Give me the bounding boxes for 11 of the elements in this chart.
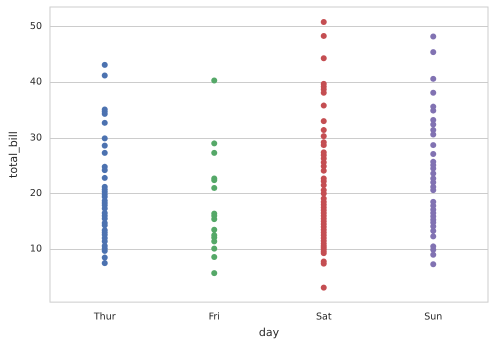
y-tick-label: 30: [30, 132, 42, 144]
y-tick-label: 50: [30, 20, 42, 32]
x-tick-label: Thur: [92, 312, 116, 323]
y-tick-label: 40: [30, 76, 42, 88]
y-tick-label: 20: [30, 188, 42, 200]
y-tick-label: 10: [30, 244, 42, 255]
x-axis-title: day: [258, 326, 280, 339]
x-tick-label: Fri: [208, 312, 220, 323]
x-tick-label: Sat: [316, 312, 332, 323]
y-axis-title: total_bill: [7, 131, 20, 178]
x-tick-label: Sun: [424, 312, 442, 323]
